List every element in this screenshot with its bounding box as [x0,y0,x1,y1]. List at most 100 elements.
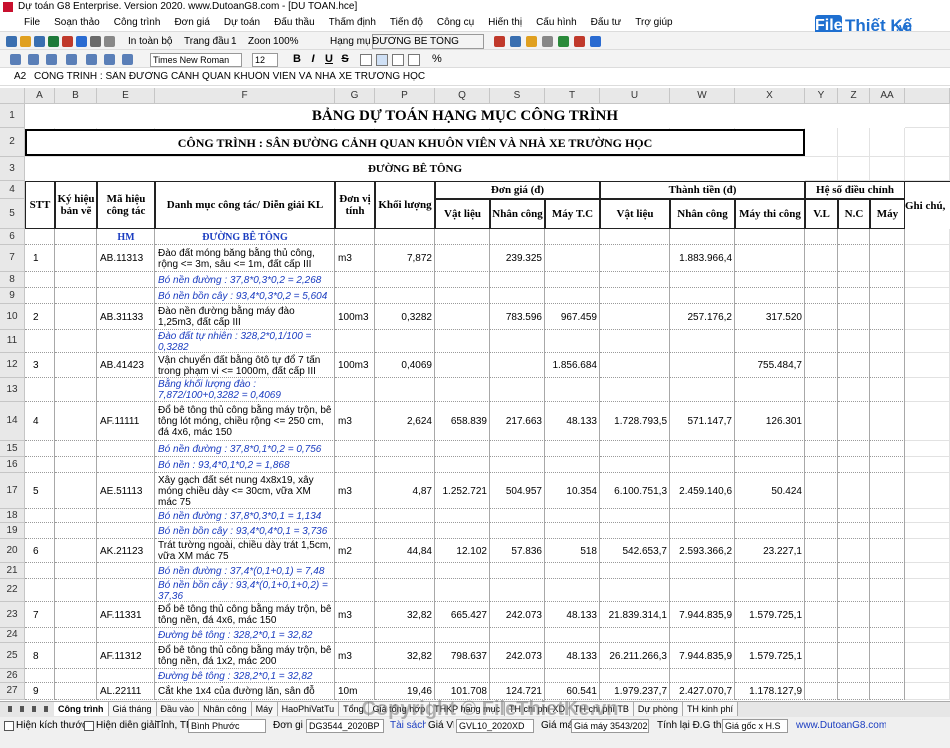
sheet-tab[interactable]: TH chi phí TB [570,702,634,716]
toolbar-icon[interactable] [66,54,77,65]
toolbar-text[interactable]: In toàn bộ [128,36,173,47]
toolbar-text[interactable]: Hạng mục [330,36,370,47]
cell-text: 2 [33,311,39,323]
menu-item[interactable]: Cấu hình [536,17,577,28]
select[interactable]: DG3544_2020BP [306,719,384,733]
toolbar-icon[interactable] [48,36,59,47]
align-button[interactable] [376,54,388,66]
toolbar-icon[interactable] [494,36,505,47]
cell-text: AB.11313 [100,253,144,264]
cell [870,402,905,441]
toolbar-icon[interactable] [104,54,115,65]
toolbar-icon[interactable] [46,54,57,65]
toolbar-icon[interactable] [28,54,39,65]
select[interactable]: Giá gốc x H.S [722,719,788,733]
toolbar-icon[interactable] [90,36,101,47]
format-button[interactable]: S [341,53,349,65]
toolbar-icon[interactable] [590,36,601,47]
toolbar-text[interactable]: Trang đầu [184,36,229,47]
size-box[interactable]: 12 [252,53,278,67]
toolbar-icon[interactable] [574,36,585,47]
cell [838,245,870,272]
sheet-tab[interactable]: Nhân công [199,702,252,716]
sheet-tab[interactable]: Dự phòng [633,702,683,716]
toolbar-icon[interactable] [76,36,87,47]
header-cell: V.L [805,199,838,229]
menu-item[interactable]: Trợ giúp [635,17,673,28]
checkbox[interactable] [4,721,14,731]
toolbar-icon[interactable] [542,36,553,47]
menu-item[interactable]: Đấu tư [590,17,622,28]
toolbar-icon[interactable] [10,54,21,65]
sheet-tab[interactable]: TH kinh phí [682,702,738,716]
toolbar-icon[interactable] [34,36,45,47]
format-button[interactable]: U [325,53,333,65]
cell [545,683,600,700]
cell [335,378,375,402]
checkbox[interactable] [84,721,94,731]
tab-nav[interactable] [40,703,52,715]
toolbar-text[interactable]: 1 [231,36,237,47]
menu-item[interactable]: Đấu thầu [274,17,315,28]
select[interactable]: Giá máy 3543/202 [571,719,649,733]
align-button[interactable] [392,54,404,66]
tab-nav[interactable] [16,703,28,715]
menu-item[interactable]: Công trình [113,17,161,28]
toolbar-icon[interactable] [104,36,115,47]
toolbar-icon[interactable] [122,54,133,65]
format-button[interactable]: B [293,53,301,65]
cell-text: Đào đất móng băng bằng thủ công, rộng <=… [158,247,315,270]
header-cell: Danh mục công tác/ Diễn giải KL [155,181,335,229]
cell-text: 257.176,2 [687,311,733,323]
link[interactable]: www.DutoanG8.com [796,720,886,731]
toolbar-icon[interactable] [6,36,17,47]
tab-nav[interactable] [4,703,16,715]
sheet-tab[interactable]: Giá tháng [108,702,157,716]
cell [545,272,600,288]
menu-item[interactable]: Tiến độ [389,17,423,28]
link[interactable]: Tài sách [390,720,426,731]
toolbar-icon[interactable] [510,36,521,47]
menu-item[interactable]: Soạn thảo [54,17,100,28]
font-box[interactable]: Times New Roman [150,53,242,67]
select[interactable]: Bình Phước [188,719,266,733]
toolbar-icon[interactable] [558,36,569,47]
toolbar-text[interactable]: 100% [273,36,299,47]
sheet-tab[interactable]: Đầu vào [156,702,200,716]
dropdown[interactable] [372,34,484,49]
cell [805,229,838,245]
align-button[interactable] [360,54,372,66]
tab-nav[interactable] [28,703,40,715]
toolbar-icon[interactable] [62,36,73,47]
logo-file: File [815,15,842,37]
toolbar-text[interactable]: Zoom [248,36,270,47]
sheet-tab[interactable]: Máy [251,702,278,716]
format-button[interactable]: % [432,53,442,65]
cell [838,402,870,441]
title-bar [0,0,950,14]
select[interactable]: GVL10_2020XD [456,719,534,733]
cell [838,272,870,288]
cell [870,457,905,473]
sheet-tab[interactable]: HaoPhiVatTu [277,702,340,716]
toolbar-icon[interactable] [20,36,31,47]
toolbar-text[interactable]: ĐƯỜNG BÊ TÔNG [372,36,459,47]
format-button[interactable]: I [311,53,315,65]
menu-item[interactable]: File [24,17,41,28]
sheet-tab[interactable]: Tổng [339,702,369,716]
sheet-tab[interactable]: Giá tổng hợp [368,702,431,716]
align-button[interactable] [408,54,420,66]
menu-item[interactable]: Hiển thị [488,17,523,28]
sheet-tab[interactable]: Công trình [54,702,109,716]
menu-item[interactable]: Công cụ [436,17,475,28]
toolbar-icon[interactable] [86,54,97,65]
menu-item[interactable]: Dự toán [223,17,261,28]
sheet-tab[interactable]: TH chi phí XD [504,702,571,716]
menu-item[interactable]: Đơn giá [174,17,210,28]
toolbar-icon[interactable] [526,36,537,47]
sheet-tab[interactable]: THKP hạng mục [430,702,505,716]
cell [490,628,545,643]
cell-text: Cắt khe 1x4 của đường lăn, sân đỗ [158,686,315,697]
row-header: 4 [0,181,25,199]
menu-item[interactable]: Thẩm định [328,17,376,28]
